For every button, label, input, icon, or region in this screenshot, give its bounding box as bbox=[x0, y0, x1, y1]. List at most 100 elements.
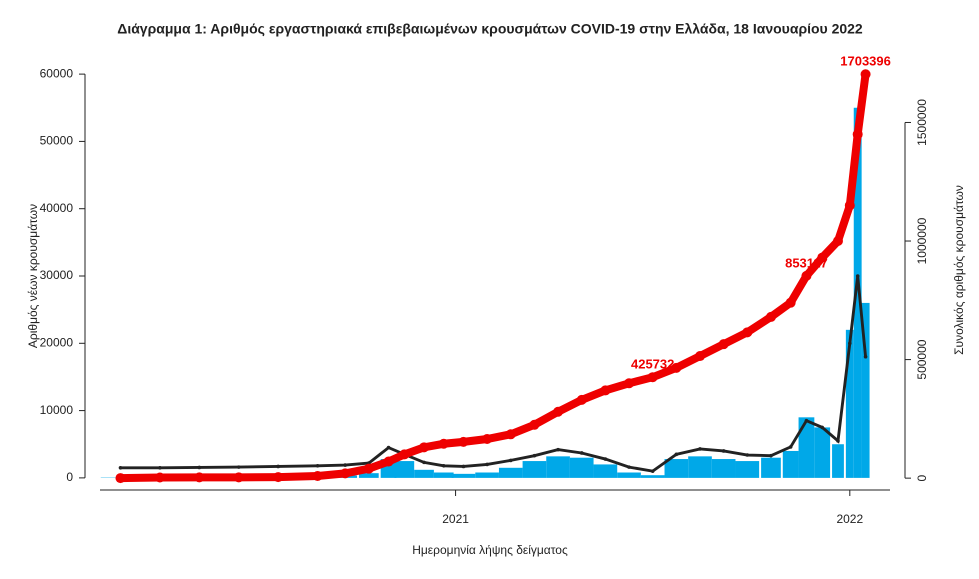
bar bbox=[688, 456, 712, 478]
point bbox=[805, 419, 809, 423]
point bbox=[422, 461, 426, 465]
x-tick-label: 2021 bbox=[442, 512, 469, 526]
point bbox=[648, 372, 658, 382]
point bbox=[627, 465, 631, 469]
point bbox=[624, 378, 634, 388]
bar bbox=[799, 417, 815, 478]
y-tick-label: 40000 bbox=[40, 201, 74, 215]
point bbox=[529, 420, 539, 430]
x-tick-label: 2022 bbox=[836, 512, 863, 526]
point bbox=[856, 274, 860, 278]
point bbox=[198, 466, 202, 470]
point bbox=[155, 472, 165, 482]
point bbox=[836, 439, 840, 443]
chart-title: Διάγραμμα 1: Αριθμός εργαστηριακά επιβεβ… bbox=[117, 21, 863, 37]
point bbox=[604, 457, 608, 461]
point bbox=[399, 449, 409, 459]
point bbox=[482, 434, 492, 444]
point bbox=[442, 464, 446, 468]
annotation: 425732 bbox=[631, 357, 674, 372]
point bbox=[675, 453, 679, 457]
bar bbox=[523, 461, 547, 478]
bar bbox=[475, 473, 499, 478]
y-tick-label: 50000 bbox=[40, 134, 74, 148]
point bbox=[695, 351, 705, 361]
point bbox=[786, 298, 796, 308]
y2-tick-label: 500000 bbox=[915, 339, 929, 379]
bar bbox=[735, 461, 759, 478]
point bbox=[462, 465, 466, 469]
point bbox=[119, 466, 123, 470]
point bbox=[769, 454, 773, 458]
point bbox=[533, 454, 537, 458]
bar bbox=[594, 464, 618, 477]
point bbox=[600, 385, 610, 395]
point bbox=[864, 355, 868, 359]
point bbox=[439, 439, 449, 449]
series-line bbox=[120, 74, 865, 478]
bar bbox=[414, 470, 434, 478]
point bbox=[742, 327, 752, 337]
point bbox=[553, 407, 563, 417]
point bbox=[833, 236, 843, 246]
annotation: 1703396 bbox=[840, 54, 891, 69]
y-tick-label: 30000 bbox=[40, 268, 74, 282]
point bbox=[556, 448, 560, 452]
point bbox=[801, 271, 811, 281]
point bbox=[580, 451, 584, 455]
point bbox=[273, 472, 283, 482]
point bbox=[853, 129, 863, 139]
point bbox=[158, 466, 162, 470]
point bbox=[237, 465, 241, 469]
y-axis-label: Αριθμός νέων κρουσμάτων bbox=[26, 204, 40, 348]
point bbox=[234, 472, 244, 482]
point bbox=[509, 459, 513, 463]
y-tick-label: 20000 bbox=[40, 335, 74, 349]
y2-tick-label: 0 bbox=[915, 474, 929, 481]
y-tick-label: 0 bbox=[66, 470, 73, 484]
point bbox=[861, 69, 871, 79]
y2-tick-label: 1500000 bbox=[915, 99, 929, 146]
point bbox=[845, 200, 855, 210]
bar bbox=[712, 459, 736, 478]
point bbox=[848, 341, 852, 345]
point bbox=[276, 465, 280, 469]
point bbox=[340, 468, 350, 478]
point bbox=[506, 429, 516, 439]
y-tick-label: 60000 bbox=[40, 66, 74, 80]
bar bbox=[783, 451, 799, 478]
point bbox=[577, 395, 587, 405]
bar bbox=[452, 474, 476, 478]
bar bbox=[394, 461, 414, 478]
point bbox=[698, 447, 702, 451]
bar bbox=[761, 458, 781, 478]
bar bbox=[814, 427, 830, 477]
point bbox=[387, 446, 391, 450]
point bbox=[115, 473, 125, 483]
point bbox=[194, 472, 204, 482]
point bbox=[364, 464, 374, 474]
bar bbox=[641, 475, 665, 478]
annotation: 853117 bbox=[785, 255, 828, 270]
point bbox=[719, 339, 729, 349]
point bbox=[789, 445, 793, 449]
point bbox=[766, 312, 776, 322]
point bbox=[343, 463, 347, 467]
y2-tick-label: 1000000 bbox=[915, 217, 929, 264]
y-tick-label: 10000 bbox=[40, 403, 74, 417]
y2-axis-label: Συνολικός αριθμός κρουσμάτων bbox=[952, 185, 966, 355]
point bbox=[419, 442, 429, 452]
bar bbox=[499, 468, 523, 478]
point bbox=[384, 457, 394, 467]
point bbox=[820, 426, 824, 430]
point bbox=[746, 453, 750, 457]
bar bbox=[617, 473, 641, 478]
x-axis-label: Ημερομηνία λήψης δείγματος bbox=[412, 543, 568, 557]
point bbox=[316, 464, 320, 468]
bar bbox=[832, 444, 844, 478]
point bbox=[651, 469, 655, 473]
bar bbox=[570, 458, 594, 478]
point bbox=[485, 463, 489, 467]
bar bbox=[434, 473, 454, 478]
